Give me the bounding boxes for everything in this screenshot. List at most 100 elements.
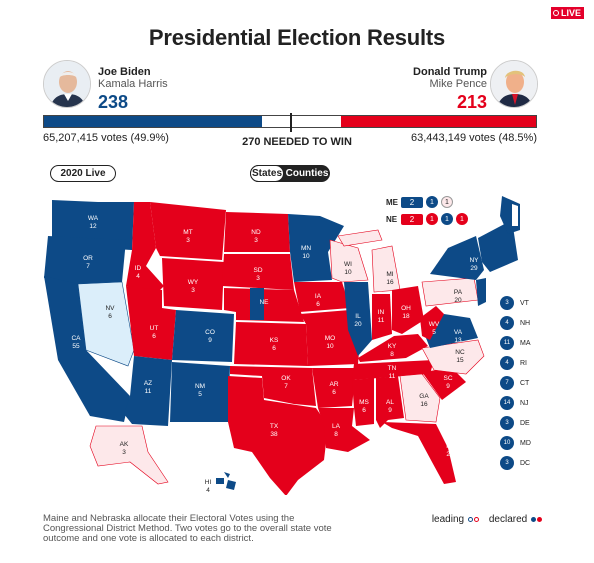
state-ev-wv: 5 — [432, 329, 436, 336]
state-ak[interactable] — [89, 425, 169, 485]
small-state-ma[interactable]: 11 MA — [500, 336, 531, 350]
state-label-sd: SD — [253, 267, 262, 274]
state-id[interactable] — [126, 202, 164, 292]
state-label-ny: NY — [469, 257, 479, 264]
nebraska-total-box: 2 — [401, 213, 423, 225]
state-pa[interactable] — [421, 277, 479, 307]
state-wi[interactable] — [329, 239, 369, 283]
state-ev-mt: 3 — [186, 237, 190, 244]
state-label-mt: MT — [183, 229, 192, 236]
state-mo[interactable] — [300, 310, 360, 366]
state-nv[interactable] — [77, 281, 135, 367]
state-nd[interactable] — [224, 212, 290, 252]
state-label-nd: ND — [251, 229, 261, 236]
state-label-nc: NC — [455, 349, 465, 356]
legend-leading-label: leading — [431, 514, 465, 525]
state-ev-in: 11 — [378, 317, 385, 324]
small-state-dc[interactable]: 3 DC — [500, 456, 530, 470]
state-sc[interactable] — [422, 368, 466, 400]
right-candidate-name: Donald Trump — [413, 66, 487, 78]
state-ev-il: 20 — [354, 321, 362, 328]
state-label-ne: NE — [259, 299, 269, 306]
state-ia[interactable] — [294, 282, 350, 312]
state-ga[interactable] — [399, 373, 441, 423]
small-state-vt[interactable]: 3 VT — [500, 296, 529, 310]
candidate-photo-icon — [44, 61, 90, 107]
state-or[interactable] — [44, 236, 126, 286]
left-popular-votes: 65,207,415 votes (49.9%) — [43, 132, 169, 144]
state-ev-ny: 29 — [470, 265, 478, 272]
state-ev-az: 11 — [145, 388, 152, 395]
small-state-md[interactable]: 10 MD — [500, 436, 531, 450]
state-wy[interactable] — [162, 258, 224, 310]
state-label-oh: OH — [401, 305, 411, 312]
state-nm[interactable] — [170, 362, 230, 422]
state-sd[interactable] — [222, 254, 294, 290]
state-al[interactable] — [376, 376, 404, 428]
state-ar[interactable] — [312, 368, 356, 408]
state-label-mi: MI — [386, 271, 393, 278]
state-fl[interactable] — [382, 422, 456, 484]
maine-label: ME — [386, 197, 398, 207]
live-badge: LIVE — [550, 7, 584, 19]
small-state-label: CT — [520, 379, 530, 387]
state-ca[interactable] — [44, 276, 130, 422]
toggle-counties[interactable]: Counties — [285, 168, 329, 179]
state-ev-mn: 10 — [302, 253, 310, 260]
state-ev-pa: 20 — [454, 297, 462, 304]
year-select[interactable]: 2020 Live — [50, 165, 116, 182]
state-wv[interactable] — [420, 306, 444, 340]
live-dot-icon — [552, 10, 559, 16]
small-state-ev-badge: 3 — [500, 416, 514, 430]
small-state-ct[interactable]: 7 CT — [500, 376, 529, 390]
state-ev-ut: 6 — [152, 333, 156, 340]
state-ev-ks: 6 — [272, 345, 276, 352]
leading-rep-dot-icon — [473, 517, 479, 522]
state-ev-ca: 55 — [72, 343, 80, 350]
state-ne-district-2[interactable] — [250, 288, 264, 320]
state-oh[interactable] — [392, 286, 424, 334]
state-ev-ok: 7 — [284, 383, 288, 390]
state-mt[interactable] — [150, 202, 226, 260]
small-state-ri[interactable]: 4 RI — [500, 356, 527, 370]
nebraska-district-2: 1 — [441, 213, 453, 225]
state-ev-ia: 6 — [316, 301, 320, 308]
state-ms[interactable] — [352, 378, 374, 426]
state-ev-tx: 38 — [270, 431, 278, 438]
state-mn[interactable] — [288, 214, 344, 282]
state-in[interactable] — [372, 294, 392, 340]
state-tx[interactable] — [228, 376, 328, 495]
small-state-label: DE — [520, 419, 530, 427]
small-state-nh[interactable]: 4 NH — [500, 316, 530, 330]
state-ev-tn: 11 — [389, 373, 396, 380]
state-co[interactable] — [172, 310, 234, 362]
toggle-states[interactable]: States — [250, 165, 284, 182]
legend-declared-label: declared — [488, 514, 528, 525]
state-nc[interactable] — [421, 339, 485, 375]
state-ev-ms: 6 — [362, 407, 366, 414]
state-ev-nc: 15 — [456, 357, 464, 364]
small-state-nj[interactable]: 14 NJ — [500, 396, 529, 410]
state-nj[interactable] — [476, 278, 486, 306]
state-la[interactable] — [318, 408, 370, 452]
state-me-district-2[interactable] — [512, 204, 518, 226]
state-ok[interactable] — [230, 366, 316, 406]
view-toggle[interactable]: States Counties — [250, 165, 330, 182]
state-label-ks: KS — [270, 337, 279, 344]
small-state-label: NH — [520, 319, 531, 327]
state-ny[interactable] — [430, 236, 484, 280]
legend: leading declared — [432, 514, 542, 525]
state-label-nm: NM — [195, 383, 205, 390]
small-state-label: MA — [520, 339, 531, 347]
state-hi[interactable] — [216, 472, 236, 490]
state-il[interactable] — [344, 282, 372, 356]
state-ut[interactable] — [126, 286, 176, 360]
state-label-tx: TX — [270, 423, 279, 430]
state-ks[interactable] — [234, 322, 308, 366]
small-state-de[interactable]: 3 DE — [500, 416, 530, 430]
state-az[interactable] — [124, 356, 172, 426]
legend-declared: declared — [489, 514, 542, 525]
needed-to-win-label: 270 NEEDED TO WIN — [242, 136, 352, 148]
live-label: LIVE — [560, 8, 581, 18]
state-ky[interactable] — [358, 334, 428, 362]
